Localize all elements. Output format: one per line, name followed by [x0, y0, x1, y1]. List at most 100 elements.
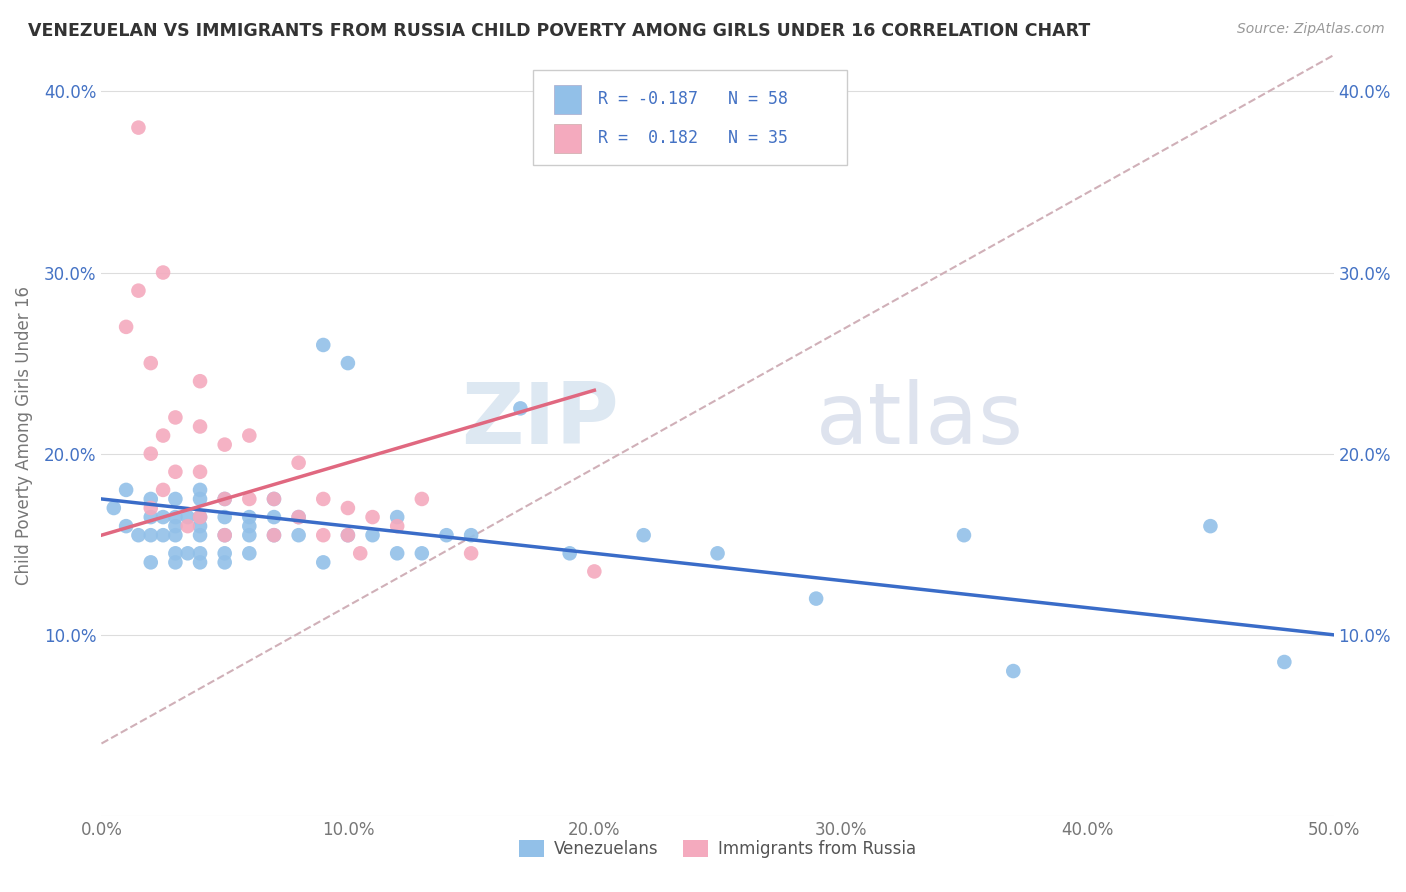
Point	[336, 356, 359, 370]
Point	[361, 528, 384, 542]
Point	[188, 528, 211, 542]
Point	[127, 528, 149, 542]
Point	[214, 555, 236, 569]
Point	[214, 491, 236, 506]
Point	[115, 519, 138, 533]
Point	[287, 510, 309, 524]
Point	[238, 491, 260, 506]
Point	[115, 319, 138, 334]
Point	[558, 546, 581, 560]
Point	[165, 555, 187, 569]
Point	[411, 491, 433, 506]
Point	[152, 528, 174, 542]
Point	[287, 456, 309, 470]
Point	[165, 465, 187, 479]
Point	[165, 528, 187, 542]
Text: ZIP: ZIP	[461, 379, 619, 462]
Point	[238, 428, 260, 442]
Point	[139, 491, 162, 506]
Point	[188, 374, 211, 388]
Point	[127, 120, 149, 135]
Text: atlas: atlas	[815, 379, 1024, 462]
Point	[214, 491, 236, 506]
Point	[188, 465, 211, 479]
Point	[214, 546, 236, 560]
Bar	[554, 124, 581, 153]
Point	[177, 546, 200, 560]
Point	[214, 437, 236, 451]
Point	[165, 410, 187, 425]
FancyBboxPatch shape	[533, 70, 846, 165]
Point	[238, 510, 260, 524]
Point	[188, 483, 211, 497]
Point	[238, 528, 260, 542]
Point	[436, 528, 458, 542]
Point	[460, 528, 482, 542]
Point	[214, 528, 236, 542]
Point	[139, 528, 162, 542]
Point	[177, 510, 200, 524]
Point	[139, 447, 162, 461]
Bar	[554, 85, 581, 113]
Point	[336, 528, 359, 542]
Point	[633, 528, 655, 542]
Point	[263, 528, 285, 542]
Point	[188, 510, 211, 524]
Point	[361, 510, 384, 524]
Point	[385, 519, 408, 533]
Point	[385, 510, 408, 524]
Point	[312, 491, 335, 506]
Point	[188, 491, 211, 506]
Point	[287, 510, 309, 524]
Point	[263, 491, 285, 506]
Point	[385, 546, 408, 560]
Point	[177, 519, 200, 533]
Point	[188, 555, 211, 569]
Point	[312, 338, 335, 352]
Point	[152, 510, 174, 524]
Point	[263, 491, 285, 506]
Point	[238, 546, 260, 560]
Point	[214, 528, 236, 542]
Point	[152, 266, 174, 280]
Point	[1002, 664, 1025, 678]
Point	[188, 546, 211, 560]
Point	[953, 528, 976, 542]
Text: R = -0.187   N = 58: R = -0.187 N = 58	[598, 90, 787, 108]
Point	[127, 284, 149, 298]
Point	[583, 565, 606, 579]
Point	[460, 546, 482, 560]
Point	[165, 510, 187, 524]
Point	[188, 510, 211, 524]
Point	[139, 501, 162, 516]
Point	[152, 483, 174, 497]
Point	[312, 555, 335, 569]
Point	[706, 546, 728, 560]
Point	[139, 356, 162, 370]
Text: VENEZUELAN VS IMMIGRANTS FROM RUSSIA CHILD POVERTY AMONG GIRLS UNDER 16 CORRELAT: VENEZUELAN VS IMMIGRANTS FROM RUSSIA CHI…	[28, 22, 1091, 40]
Y-axis label: Child Poverty Among Girls Under 16: Child Poverty Among Girls Under 16	[15, 286, 32, 585]
Legend: Venezuelans, Immigrants from Russia: Venezuelans, Immigrants from Russia	[512, 833, 924, 864]
Text: Source: ZipAtlas.com: Source: ZipAtlas.com	[1237, 22, 1385, 37]
Point	[336, 528, 359, 542]
Point	[165, 546, 187, 560]
Point	[238, 519, 260, 533]
Point	[139, 555, 162, 569]
Point	[1199, 519, 1222, 533]
Point	[349, 546, 371, 560]
Point	[263, 510, 285, 524]
Point	[336, 501, 359, 516]
Point	[509, 401, 531, 416]
Point	[214, 510, 236, 524]
Point	[804, 591, 827, 606]
Point	[165, 491, 187, 506]
Point	[115, 483, 138, 497]
Text: R =  0.182   N = 35: R = 0.182 N = 35	[598, 129, 787, 147]
Point	[263, 528, 285, 542]
Point	[188, 519, 211, 533]
Point	[287, 528, 309, 542]
Point	[152, 428, 174, 442]
Point	[165, 519, 187, 533]
Point	[1272, 655, 1295, 669]
Point	[411, 546, 433, 560]
